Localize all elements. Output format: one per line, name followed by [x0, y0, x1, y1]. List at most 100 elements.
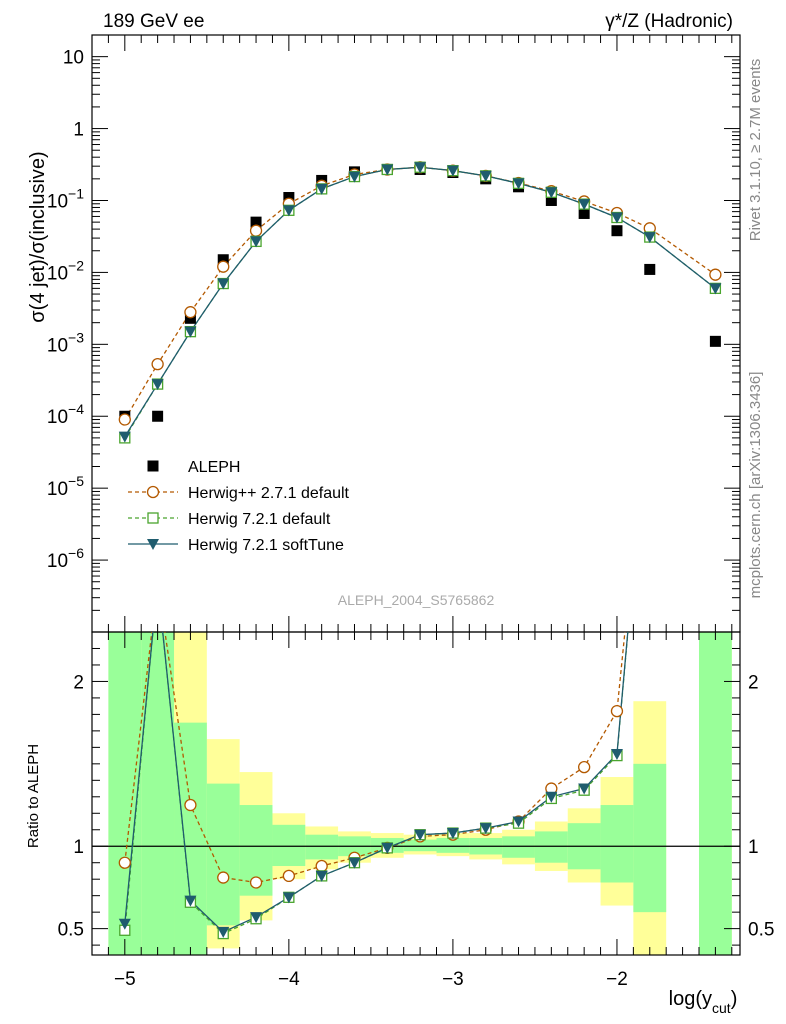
herwig-721-softtune-ratio-point [118, 918, 131, 930]
herwig-721-softtune-ratio-point [479, 823, 492, 835]
ratio-y-tick-label: 1 [73, 837, 84, 858]
aleph-point [611, 225, 623, 237]
ratio-band-inner [272, 824, 306, 867]
herwigpp-271-point [709, 268, 722, 281]
herwig-721-softtune-point [578, 199, 591, 211]
ratio-band-inner [698, 632, 732, 955]
herwigpp-271-ratio-point [315, 859, 328, 873]
ratio-band-inner [534, 831, 568, 863]
main-y-tick-label: 10−2 [47, 257, 84, 284]
herwig-721-softtune-ratio-point [414, 829, 427, 841]
ratio-y-tick-label: 2 [73, 672, 84, 693]
herwig-721-default-line [124, 166, 716, 439]
herwigpp-271-ratio-point [282, 869, 296, 883]
main-y-tick-exponent: −6 [68, 545, 84, 561]
aleph-point [545, 194, 557, 206]
ratio-band-inner [206, 783, 240, 926]
herwigpp-271-ratio-point [249, 876, 263, 889]
aleph-point [644, 263, 656, 275]
herwig-721-softtune-point [315, 183, 328, 195]
herwig-721-softtune-ratio-point [512, 816, 525, 828]
ratio-y-tick-label-right: 2 [748, 672, 759, 693]
herwig-721-softtune-ratio-point [217, 926, 230, 938]
legend-label-herwig-721-default: Herwig 7.2.1 default [188, 511, 331, 528]
main-series-layer [118, 161, 722, 444]
herwig-721-softtune-ratio-point [545, 791, 558, 803]
herwig-721-softtune-ratio-point [348, 857, 361, 869]
main-y-tick-label: 10 [63, 48, 84, 69]
aleph-point [709, 335, 721, 347]
main-y-tick-label: 10−6 [47, 545, 84, 572]
ratio-band-inner [108, 632, 142, 955]
legend: ALEPH Herwig++ 2.7.1 default Herwig 7.2.1 … [128, 459, 350, 554]
ratio-band-inner [436, 837, 470, 853]
legend-marker-herwig-721-softtune [147, 539, 159, 550]
herwig-721-softtune-point [348, 171, 361, 183]
herwigpp-271-ratio-point [610, 704, 624, 718]
ratio-y-tick-label-right: 0.5 [748, 920, 774, 941]
legend-marker-aleph [147, 460, 159, 472]
ratio-y-tick-label-right: 1 [748, 837, 759, 858]
herwig-721-softtune-ratio-point [381, 842, 394, 854]
herwig-721-softtune-ratio-point [282, 892, 295, 904]
aleph-point [250, 216, 262, 228]
legend-label-herwig-721-softtune: Herwig 7.2.1 softTune [188, 537, 344, 554]
herwigpp-271-ratio-point [578, 760, 591, 774]
herwigpp-271-point [151, 358, 164, 371]
header-left: 189 GeV ee [103, 11, 204, 32]
main-ylabel: σ(4 jet)/σ(inclusive) [27, 151, 49, 322]
herwigpp-271-point [217, 260, 230, 273]
herwig-721-softtune-point [610, 212, 623, 224]
herwig-721-softtune-point [217, 278, 230, 290]
herwig-721-softtune-point [250, 236, 263, 248]
herwig-721-softtune-point [643, 232, 656, 244]
ratio-band-inner [403, 839, 437, 852]
herwig-721-softtune-ratio-point [446, 828, 459, 840]
main-y-tick-exponent: −3 [68, 329, 84, 345]
aleph-point [152, 410, 164, 422]
herwig-721-softtune-ratio-point [315, 870, 328, 882]
herwig-721-softtune-point [709, 283, 722, 295]
header-right: γ*/Z (Hadronic) [605, 11, 733, 32]
herwig-721-default-ratio-line [124, 632, 629, 935]
x-tick-label: −3 [442, 969, 464, 990]
legend-label-herwigpp-271: Herwig++ 2.7.1 default [188, 485, 350, 502]
herwig-721-softtune-point [151, 379, 164, 391]
aleph-point [217, 254, 229, 266]
ratio-band-inner [633, 763, 667, 913]
watermark: ALEPH_2004_S5765862 [338, 592, 495, 608]
herwigpp-271-ratio-point [118, 856, 131, 869]
herwigpp-271-point [184, 306, 197, 319]
herwig-721-softtune-point [414, 162, 427, 174]
ratio-ylabel: Ratio to ALEPH [25, 744, 42, 848]
herwig-721-softtune-ratio-point [250, 912, 263, 924]
legend-marker-herwig-721-default [147, 512, 159, 524]
herwig-721-softtune-point [479, 170, 492, 182]
herwig-721-softtune-point [545, 187, 558, 199]
ratio-band-inner [502, 836, 535, 858]
herwigpp-271-ratio-point [217, 871, 230, 884]
main-y-tick-exponent: −5 [68, 473, 84, 489]
herwig-721-softtune-ratio-point [184, 895, 197, 907]
main-y-tick-exponent: −2 [68, 257, 84, 273]
side-rivet: Rivet 3.1.10, ≥ 2.7M events [747, 59, 764, 242]
ratio-y-tick-label: 0.5 [58, 920, 84, 941]
main-y-tick-label: 1 [73, 120, 84, 141]
herwig-721-softtune-point [512, 178, 525, 190]
herwigpp-271-ratio-line [124, 632, 626, 884]
x-axis-label-sub: cut [712, 1000, 731, 1016]
ratio-series-layer [118, 632, 629, 940]
main-y-tick-label: 10−5 [47, 473, 84, 500]
x-tick-label: −5 [114, 969, 136, 990]
herwig-721-softtune-point [118, 431, 131, 443]
x-axis-label: log(ycut) [669, 988, 738, 1016]
ratio-band-inner [305, 834, 339, 860]
side-mcplots: mcplots.cern.ch [arXiv:1306.3436] [747, 372, 764, 599]
ratio-plot-border [91, 631, 741, 956]
herwig-721-softtune-line [124, 166, 716, 438]
x-tick-label: −2 [606, 969, 628, 990]
herwigpp-271-point [118, 413, 131, 426]
legend-label-aleph: ALEPH [188, 459, 240, 476]
ratio-band-inner [174, 722, 207, 955]
